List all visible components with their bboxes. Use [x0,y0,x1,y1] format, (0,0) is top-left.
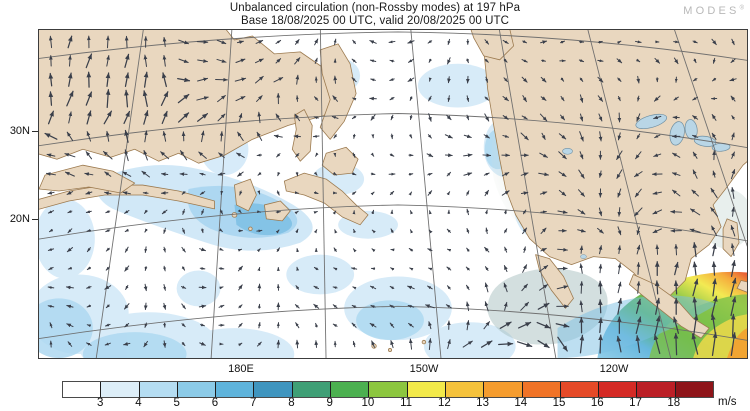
wind-vector [335,76,336,83]
lat-label-30n: 30N [0,125,30,137]
colorbar-tick-11: 11 [391,397,421,409]
wind-vector [676,244,677,254]
lon-label-150w: 150W [394,363,454,375]
wind-vector [430,211,431,213]
colorbar-band-12 [523,382,561,397]
wind-vector [316,341,317,348]
lat-label-20n: 20N [0,213,30,225]
wind-vector [108,36,109,48]
modes-logo: MODES® [683,5,744,17]
wind-vector [297,267,298,270]
wind-vector [259,192,260,194]
colorbar-tick-8: 8 [276,397,306,409]
colorbar-band-16 [676,382,713,397]
registered-mark: ® [740,5,744,11]
colorbar-unit-label: m/s [718,396,737,408]
lat-tick-20n [32,219,38,220]
wind-vector [638,263,639,275]
colorbar-band-3 [178,382,216,397]
wind-vector [200,268,205,269]
colorbar-tick-18: 18 [659,397,689,409]
wind-vector [483,155,491,156]
wind-vector [297,340,298,348]
colorbar-band-8 [369,382,407,397]
colorbar-band-0 [63,382,101,397]
chart-title: Unbalanced circulation (non-Rossby modes… [0,2,750,15]
colorbar-band-10 [446,382,484,397]
colorbar-tick-16: 16 [582,397,612,409]
colorbar-band-14 [599,382,637,397]
colorbar-tick-14: 14 [506,397,536,409]
wind-vector [294,136,300,137]
map-canvas [39,30,747,358]
colorbar-band-2 [140,382,178,397]
chart-subtitle: Base 18/08/2025 00 UTC, valid 20/08/2025… [0,15,750,28]
wind-vector [581,282,582,294]
wind-vector [676,333,677,354]
colorbar-tick-6: 6 [200,397,230,409]
wind-vector [499,344,513,345]
wind-vector [354,134,355,138]
colorbar-band-13 [561,382,599,397]
modes-logo-text: MODES [683,5,739,17]
colorbar-band-9 [408,382,446,397]
wind-vector [126,36,127,47]
colorbar-tick-5: 5 [162,397,192,409]
wind-vector [671,212,682,213]
colorbar-band-11 [484,382,522,397]
colorbar-band-7 [331,382,369,397]
wind-vector [278,340,279,347]
colorbar-tick-10: 10 [353,397,383,409]
wind-vector [600,281,601,293]
wind-vector [674,42,679,43]
colorbar-band-15 [637,382,675,397]
wind-vector [676,281,677,294]
colorbar-tick-13: 13 [468,397,498,409]
colorbar-band-5 [254,382,292,397]
wind-vector [145,303,146,309]
wind-vector [430,78,431,81]
colorbar-band-6 [293,382,331,397]
wind-vector [197,42,207,43]
colorbar-band-1 [101,382,139,397]
wind-vector [733,314,734,336]
colorbar-tick-3: 3 [85,397,115,409]
colorbar-tick-17: 17 [621,397,651,409]
wind-vector [657,245,658,254]
chart-title-block: Unbalanced circulation (non-Rossby modes… [0,2,750,28]
colorbar-tick-12: 12 [429,397,459,409]
colorbar [62,381,714,398]
wind-vector [219,268,224,269]
colorbar-tick-9: 9 [315,397,345,409]
wind-vector [313,136,319,137]
wind-vector [714,262,715,275]
wind-vector [657,281,658,294]
colorbar-tick-7: 7 [238,397,268,409]
map-plot-area [38,29,748,359]
colorbar-tick-4: 4 [123,397,153,409]
wind-vector [541,212,547,213]
wind-vector [297,172,298,176]
colorbar-band-4 [216,382,254,397]
wind-vector [600,300,601,313]
wind-vector [392,134,393,139]
lon-label-120w: 120W [584,363,644,375]
wind-vector [600,335,601,353]
colorbar-tick-15: 15 [544,397,574,409]
lon-label-180e: 180E [211,363,271,375]
lat-tick-30n [32,131,38,132]
wind-vector [371,174,375,175]
wind-vector [259,267,260,269]
